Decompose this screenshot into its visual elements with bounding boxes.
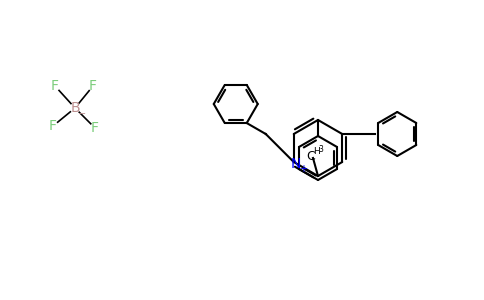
Text: F: F bbox=[89, 79, 97, 93]
Text: +: + bbox=[299, 164, 307, 174]
Text: C: C bbox=[307, 149, 316, 163]
Text: F: F bbox=[91, 121, 99, 135]
Text: B: B bbox=[70, 101, 80, 115]
Text: −: − bbox=[78, 109, 86, 119]
Text: N: N bbox=[290, 157, 301, 171]
Text: F: F bbox=[49, 119, 57, 133]
Text: 3: 3 bbox=[318, 145, 323, 154]
Text: F: F bbox=[51, 79, 59, 93]
Text: H: H bbox=[314, 148, 320, 157]
